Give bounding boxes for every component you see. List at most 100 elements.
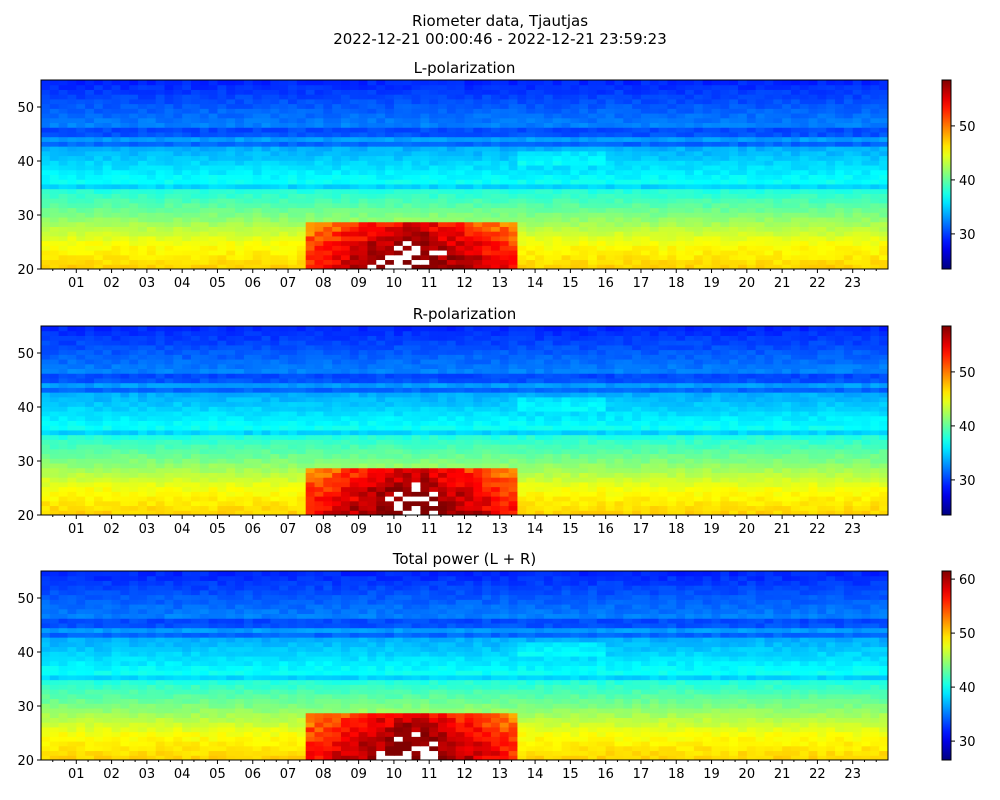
heatmap-cell [711,94,721,100]
heatmap-cell [658,103,668,109]
heatmap-cell [349,165,360,171]
heatmap-cell [473,477,483,483]
heatmap-cell [499,108,510,114]
heatmap-cell [323,221,333,227]
heatmap-cell [67,127,77,133]
heatmap-cell [235,264,245,270]
heatmap-cell [261,481,271,488]
heatmap-cell [879,481,889,488]
heatmap-cell [243,98,254,105]
heatmap-cell [720,231,730,237]
heatmap-cell [49,103,60,109]
heatmap-cell [367,127,377,133]
heatmap-cell [464,94,474,100]
heatmap-cell [561,165,571,171]
heatmap-cell [790,472,801,478]
heatmap-cell [129,231,139,237]
heatmap-cell [711,254,721,261]
heatmap-cell [314,264,324,270]
heatmap-cell [235,500,245,507]
heatmap-cell [235,136,245,142]
heatmap-cell [790,477,801,483]
heatmap-cell [385,240,395,246]
heatmap-cell [746,141,757,147]
heatmap-cell [746,477,757,483]
heatmap-cell [411,136,421,142]
heatmap-cell [649,117,660,124]
heatmap-cell [508,94,518,100]
heatmap-cell [446,103,457,109]
heatmap-cell [455,264,465,270]
heatmap-cell [270,463,280,469]
heatmap-cell [85,150,95,157]
heatmap-cell [393,496,404,502]
heatmap-cell [490,174,501,180]
heatmap-cell [702,264,713,270]
heatmap-cell [543,245,554,251]
heatmap-cell [376,226,386,232]
heatmap-cell [217,259,227,265]
heatmap-cell [376,240,386,246]
heatmap-cell [746,155,757,161]
heatmap-cell [102,127,113,133]
heatmap-cell [155,207,166,213]
heatmap-cell [111,240,121,246]
heatmap-cell [817,212,827,218]
heatmap-cell [552,141,563,147]
heatmap-cell [155,169,166,175]
heatmap-cell [349,491,360,497]
heatmap-cell [314,103,324,109]
heatmap-cell [182,463,192,469]
heatmap-cell [111,179,121,185]
heatmap-cell [614,472,624,478]
heatmap-cell [543,155,554,161]
heatmap-cell [323,226,333,232]
heatmap-cell [305,240,316,246]
heatmap-cell [155,491,166,497]
heatmap-cell [729,174,739,180]
heatmap-cell [473,463,483,469]
heatmap-cell [182,486,192,492]
heatmap-cell [446,472,457,478]
heatmap-cell [138,491,148,497]
heatmap-cell [217,89,227,95]
heatmap-cell [702,500,713,507]
heatmap-cell [208,496,218,502]
heatmap-cell [173,98,183,105]
heatmap-cell [173,188,183,194]
heatmap-cell [755,245,765,251]
heatmap-cell [746,94,757,100]
heatmap-cell [305,481,316,488]
heatmap-cell [288,80,298,86]
heatmap-cell [199,491,210,497]
heatmap-cell [526,500,536,507]
heatmap-cell [843,212,854,218]
heatmap-cell [349,127,360,133]
heatmap-cell [526,491,536,497]
heatmap-cell [288,221,298,227]
heatmap-cell [173,155,183,161]
heatmap-cell [614,155,624,161]
heatmap-cell [93,80,104,86]
heatmap-cell [790,217,801,223]
heatmap-cell [667,481,677,488]
heatmap-cell [490,131,501,138]
heatmap-cell [182,188,192,194]
heatmap-cell [173,486,183,492]
heatmap-cell [270,207,280,213]
heatmap-cell [446,117,457,124]
heatmap-cell [693,150,704,157]
heatmap-cell [755,221,765,227]
heatmap-cell [799,481,810,488]
heatmap-cell [41,221,51,227]
heatmap-cell [76,472,86,478]
heatmap-cell [526,496,536,502]
heatmap-cell [402,183,413,190]
heatmap-cell [579,240,589,246]
heatmap-cell [738,141,748,147]
heatmap-cell [270,84,280,90]
heatmap-cell [649,113,660,119]
heatmap-cell [526,477,536,483]
heatmap-cell [835,198,845,204]
